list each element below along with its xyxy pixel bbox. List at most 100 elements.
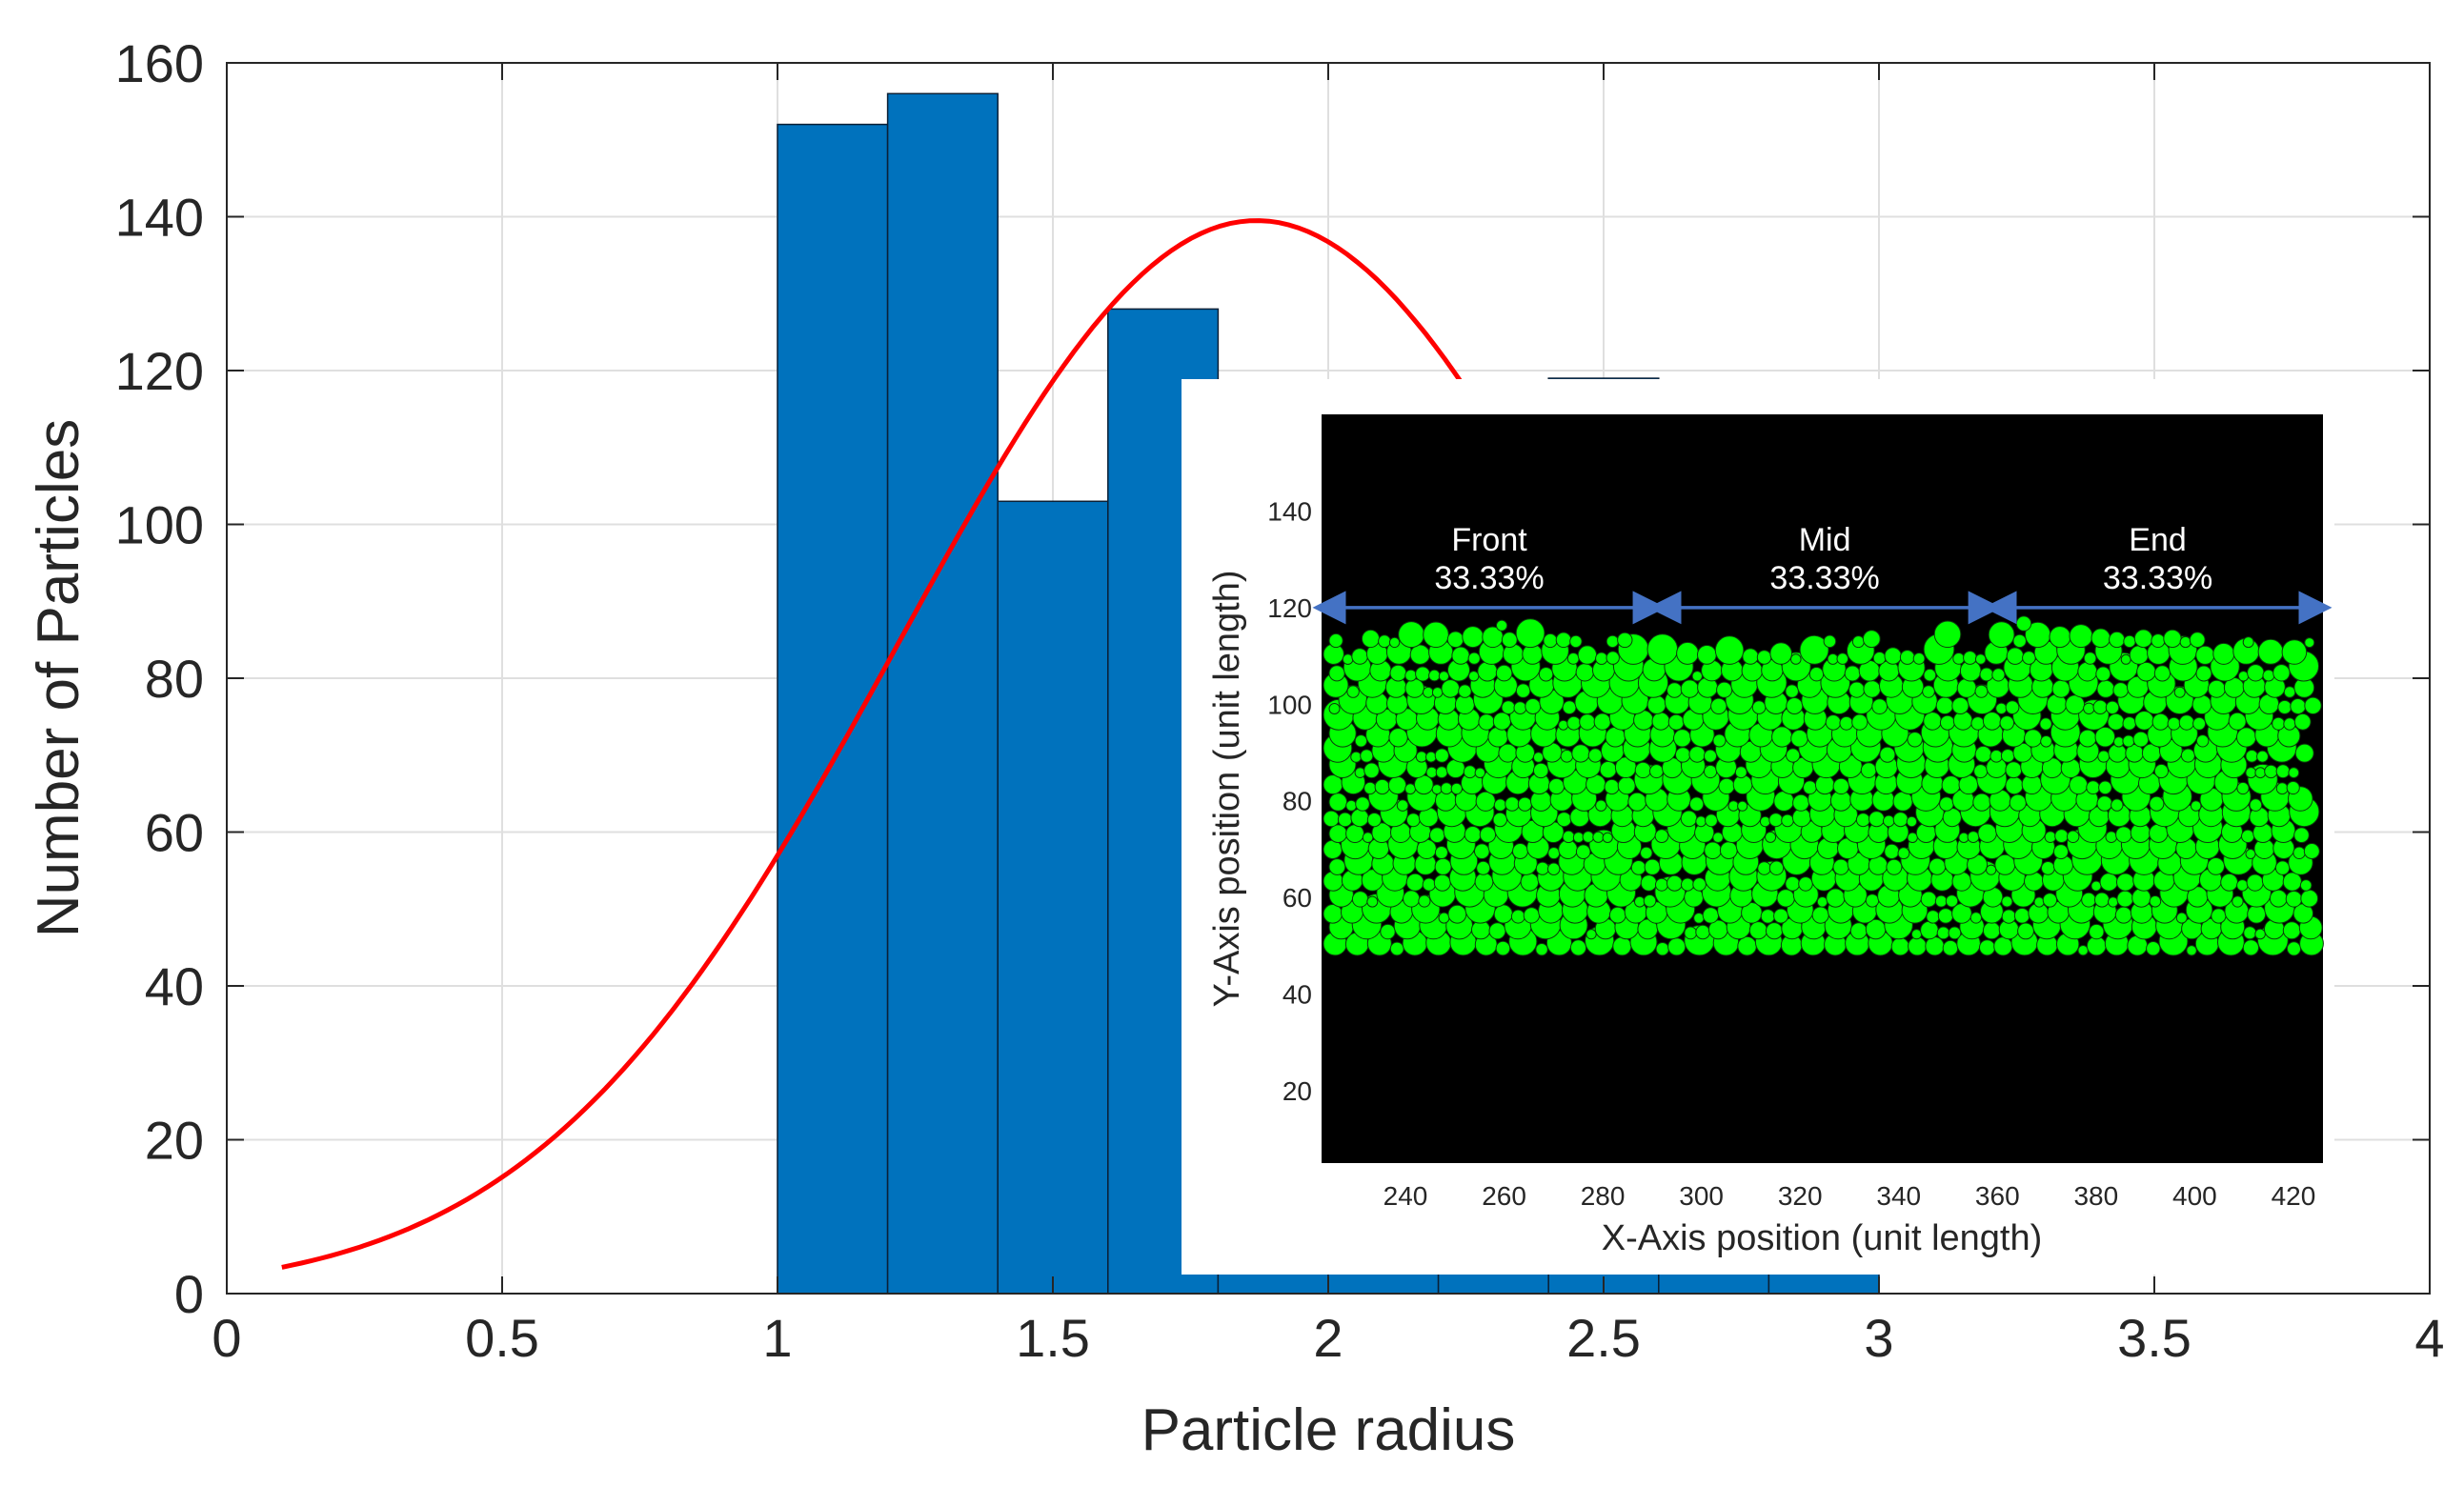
particle — [1425, 751, 1437, 763]
particle — [2192, 716, 2207, 731]
particle — [1681, 877, 1695, 892]
particle — [1644, 858, 1661, 875]
particle — [1543, 633, 1558, 649]
particle — [1423, 686, 1434, 698]
particle — [2293, 827, 2310, 844]
particle — [1495, 940, 1511, 956]
particle — [1355, 796, 1370, 812]
particle — [1908, 936, 1928, 956]
particle — [2149, 795, 2165, 812]
particle — [2304, 637, 2315, 649]
particle — [1498, 743, 1518, 763]
particle — [2105, 700, 2120, 714]
particle — [1438, 671, 1450, 682]
particle — [1350, 808, 1369, 828]
particle — [2086, 780, 2101, 795]
particle — [1872, 652, 1887, 665]
particle — [1451, 646, 1470, 665]
particle — [2211, 908, 2227, 924]
particle — [1923, 668, 1937, 682]
particle — [1979, 667, 1994, 682]
particle — [1478, 713, 1495, 731]
particle — [1362, 832, 1374, 844]
particle — [1577, 645, 1598, 665]
particle — [2163, 629, 2182, 649]
particle — [1695, 924, 1710, 940]
particle — [1323, 810, 1340, 828]
particle — [1592, 831, 1605, 843]
particle — [1982, 712, 2002, 731]
particle — [1773, 908, 1789, 924]
inset-y-tick-label: 100 — [1267, 690, 1312, 719]
x-tick-label: 3 — [1864, 1308, 1893, 1368]
particle — [1925, 936, 1945, 956]
particle — [1323, 839, 1343, 859]
particle — [2236, 781, 2250, 795]
particle — [1501, 632, 1518, 649]
particle — [1441, 679, 1461, 698]
particle — [2146, 941, 2161, 956]
particle — [1493, 798, 1507, 812]
particle — [1907, 732, 1923, 748]
particle — [2107, 713, 2125, 731]
particle — [2044, 831, 2057, 844]
particle — [2096, 679, 2115, 698]
particle — [2129, 645, 2150, 665]
inset-y-tick-label: 80 — [1282, 787, 1312, 816]
particle — [1892, 791, 1913, 812]
particle — [1474, 767, 1486, 778]
particle — [1464, 826, 1482, 843]
inset-x-axis-label: X-Axis position (unit length) — [1602, 1218, 2043, 1258]
particle — [1649, 764, 1664, 779]
particle — [1523, 907, 1541, 924]
particle — [1354, 767, 1366, 779]
particle — [1404, 678, 1424, 698]
particle — [1936, 926, 1950, 940]
particle — [2098, 780, 2112, 795]
particle — [1438, 912, 1450, 924]
particle — [2149, 895, 2162, 908]
particle — [1988, 621, 2015, 649]
particle — [1727, 800, 1740, 812]
particle — [1501, 700, 1516, 714]
particle — [2122, 716, 2137, 731]
particle — [1388, 636, 1401, 649]
particle — [2272, 716, 2286, 731]
particle — [1879, 746, 1896, 763]
x-tick-label: 4 — [2414, 1308, 2444, 1368]
x-tick-label: 1 — [762, 1308, 792, 1368]
particle — [1434, 857, 1452, 875]
x-tick-label: 3.5 — [2117, 1308, 2191, 1368]
particle — [1654, 829, 1669, 843]
particle — [2108, 896, 2119, 908]
region-share-label: 33.33% — [1769, 560, 1879, 596]
particle — [2151, 713, 2170, 731]
particle — [1970, 716, 1985, 731]
particle — [2067, 830, 2080, 843]
particle — [1562, 700, 1577, 714]
y-tick-label: 60 — [145, 803, 204, 863]
particle — [1515, 618, 1545, 649]
particle — [2131, 888, 2151, 908]
particle — [1849, 922, 1868, 940]
particle — [1977, 823, 1997, 843]
particle — [2077, 661, 2098, 682]
particle — [2247, 904, 2267, 924]
particle — [1705, 813, 1718, 828]
particle — [1692, 877, 1707, 892]
particle — [1435, 766, 1448, 779]
inset-y-tick-label: 140 — [1267, 496, 1312, 526]
particle — [1572, 832, 1585, 843]
particle — [2236, 879, 2249, 892]
particle — [1434, 748, 1449, 763]
particle — [1630, 860, 1646, 875]
particle — [2189, 632, 2206, 649]
particle — [1712, 733, 1727, 748]
particle — [1907, 832, 1918, 843]
particle — [2092, 699, 2108, 714]
particle — [1328, 793, 1348, 812]
particle — [1939, 714, 1955, 731]
particle — [1363, 781, 1377, 795]
inset-y-tick-label: 60 — [1282, 883, 1312, 913]
